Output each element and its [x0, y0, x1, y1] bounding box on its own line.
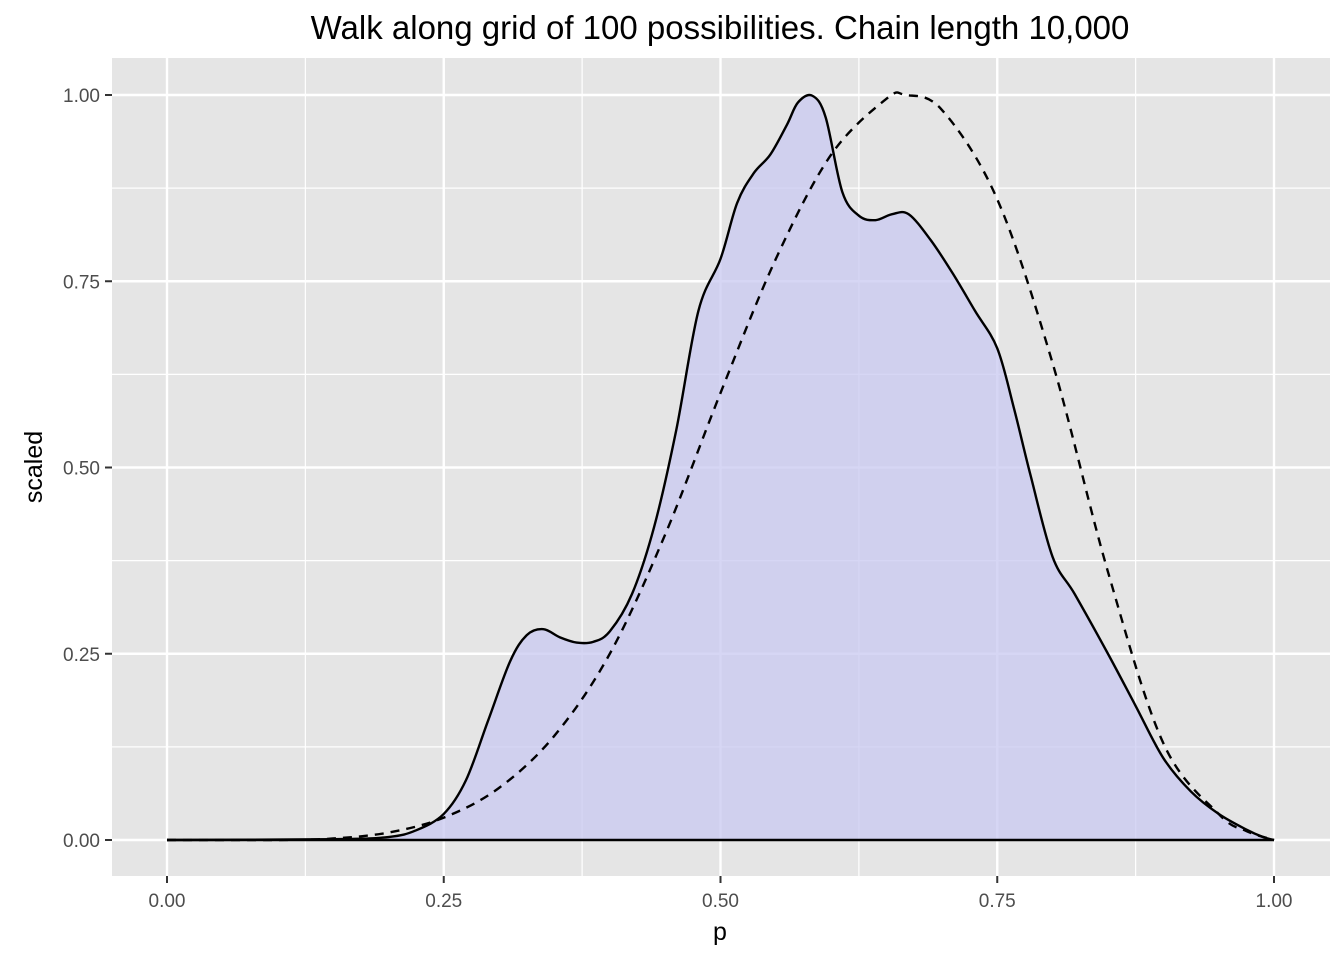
y-tick-label: 0.25: [63, 645, 100, 666]
x-tick-label: 0.50: [702, 891, 739, 912]
y-tick-label: 0.50: [63, 459, 100, 480]
chart-title: Walk along grid of 100 possibilities. Ch…: [311, 9, 1130, 46]
x-axis-title: p: [713, 918, 727, 946]
y-tick-label: 1.00: [63, 86, 100, 107]
y-tick-label: 0.75: [63, 272, 100, 293]
density-curve-solid: [166, 93, 1275, 842]
x-tick-label: 0.25: [425, 891, 462, 912]
y-axis-title: scaled: [20, 431, 48, 503]
x-tick-label: 0.00: [149, 891, 186, 912]
x-tick-label: 0.75: [979, 891, 1016, 912]
series-layer: [166, 91, 1275, 842]
axes: 0.00 0.25 0.50 0.75 1.00 0.00 0.25 0.50 0.75 1.00: [63, 86, 1292, 912]
y-tick-label: 0.00: [63, 831, 100, 852]
density-curve-dashed: [166, 91, 1275, 842]
x-tick-label: 1.00: [1256, 891, 1293, 912]
density-area-fill: [167, 95, 1274, 840]
